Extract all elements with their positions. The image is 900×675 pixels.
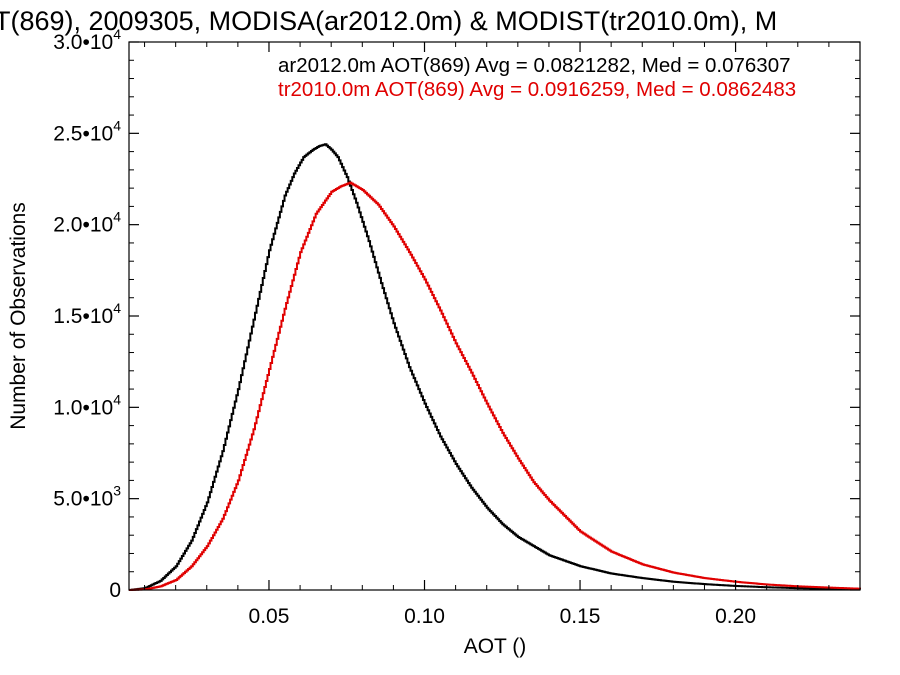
x-tick-label: 0.10 [404,605,445,628]
chart-title: T(869), 2009305, MODISA(ar2012.0m) & MOD… [0,6,777,36]
series-traces [129,143,861,591]
x-tick-label: 0.15 [560,605,601,628]
y-tick-label: 1.0•104 [53,391,121,419]
legend-entry-2: tr2010.0m AOT(869) Avg = 0.0916259, Med … [278,78,796,101]
y-tick-label: 2.0•104 [53,209,121,237]
y-tick-label: 5.0•103 [53,483,121,511]
y-tick-label: 3.0•104 [53,26,121,54]
y-axis-label: Number of Observations [7,202,30,430]
y-axis: 0 5.0•103 1.0•104 1.5•104 2.0•104 2.5•104 3.0•… [53,26,860,602]
y-tick-label: 0 [109,579,121,602]
x-axis-label: AOT () [464,635,527,658]
legend: ar2012.0m AOT(869) Avg = 0.0821282, Med … [278,54,796,101]
series-line-2 [129,181,861,591]
y-tick-label: 2.5•104 [53,117,121,145]
x-tick-label: 0.20 [715,605,756,628]
x-axis: 0.05 0.10 0.15 0.20 [144,42,861,628]
series-line-1 [129,143,861,591]
x-tick-label: 0.05 [249,605,290,628]
legend-entry-1: ar2012.0m AOT(869) Avg = 0.0821282, Med … [278,54,791,77]
y-tick-label: 1.5•104 [53,300,121,328]
